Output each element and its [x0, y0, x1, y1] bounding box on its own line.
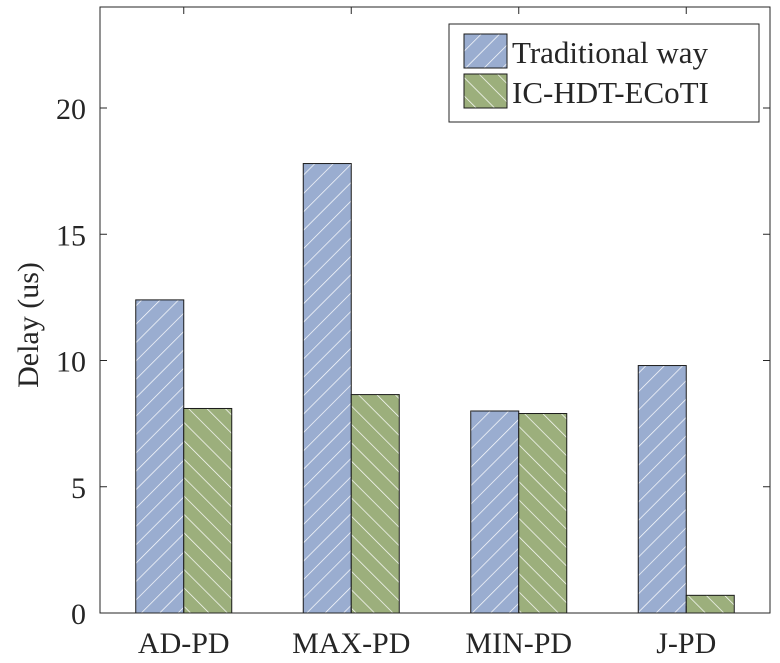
y-tick-label: 5	[71, 472, 86, 505]
x-tick-label: MAX-PD	[292, 627, 410, 660]
y-axis-label: Delay (us)	[12, 262, 45, 388]
bar-ic-hdt-ecoti-max-pd	[350, 394, 400, 614]
legend-entry: IC-HDT-ECoTI	[463, 73, 709, 110]
bar-ic-hdt-ecoti-j-pd	[685, 594, 735, 614]
legend-label: IC-HDT-ECoTI	[512, 75, 709, 110]
bar-traditional-way-j-pd	[637, 365, 687, 614]
y-tick-label: 20	[56, 93, 86, 126]
legend-label: Traditional way	[512, 35, 709, 70]
y-tick-label: 0	[71, 598, 86, 631]
bar-ic-hdt-ecoti-ad-pd	[183, 407, 233, 614]
bar-traditional-way-min-pd	[470, 410, 520, 614]
legend: Traditional way IC-HDT-ECoTI	[448, 23, 760, 123]
x-tick-label: J-PD	[656, 627, 716, 660]
legend-entry: Traditional way	[463, 33, 709, 70]
axis-layer: 0 5 10 15 20 AD-PD MAX-PD MIN-PD J-PD	[56, 6, 771, 660]
bar-traditional-way-max-pd	[302, 163, 352, 614]
bar-ic-hdt-ecoti-min-pd	[518, 413, 568, 614]
bar-traditional-way-ad-pd	[135, 299, 185, 614]
x-tick-label: AD-PD	[138, 627, 230, 660]
bars-layer	[135, 163, 735, 614]
x-tick-label: MIN-PD	[465, 627, 572, 660]
y-tick-label: 10	[56, 346, 86, 379]
y-tick-label: 15	[56, 219, 86, 252]
plot-frame	[99, 6, 771, 614]
